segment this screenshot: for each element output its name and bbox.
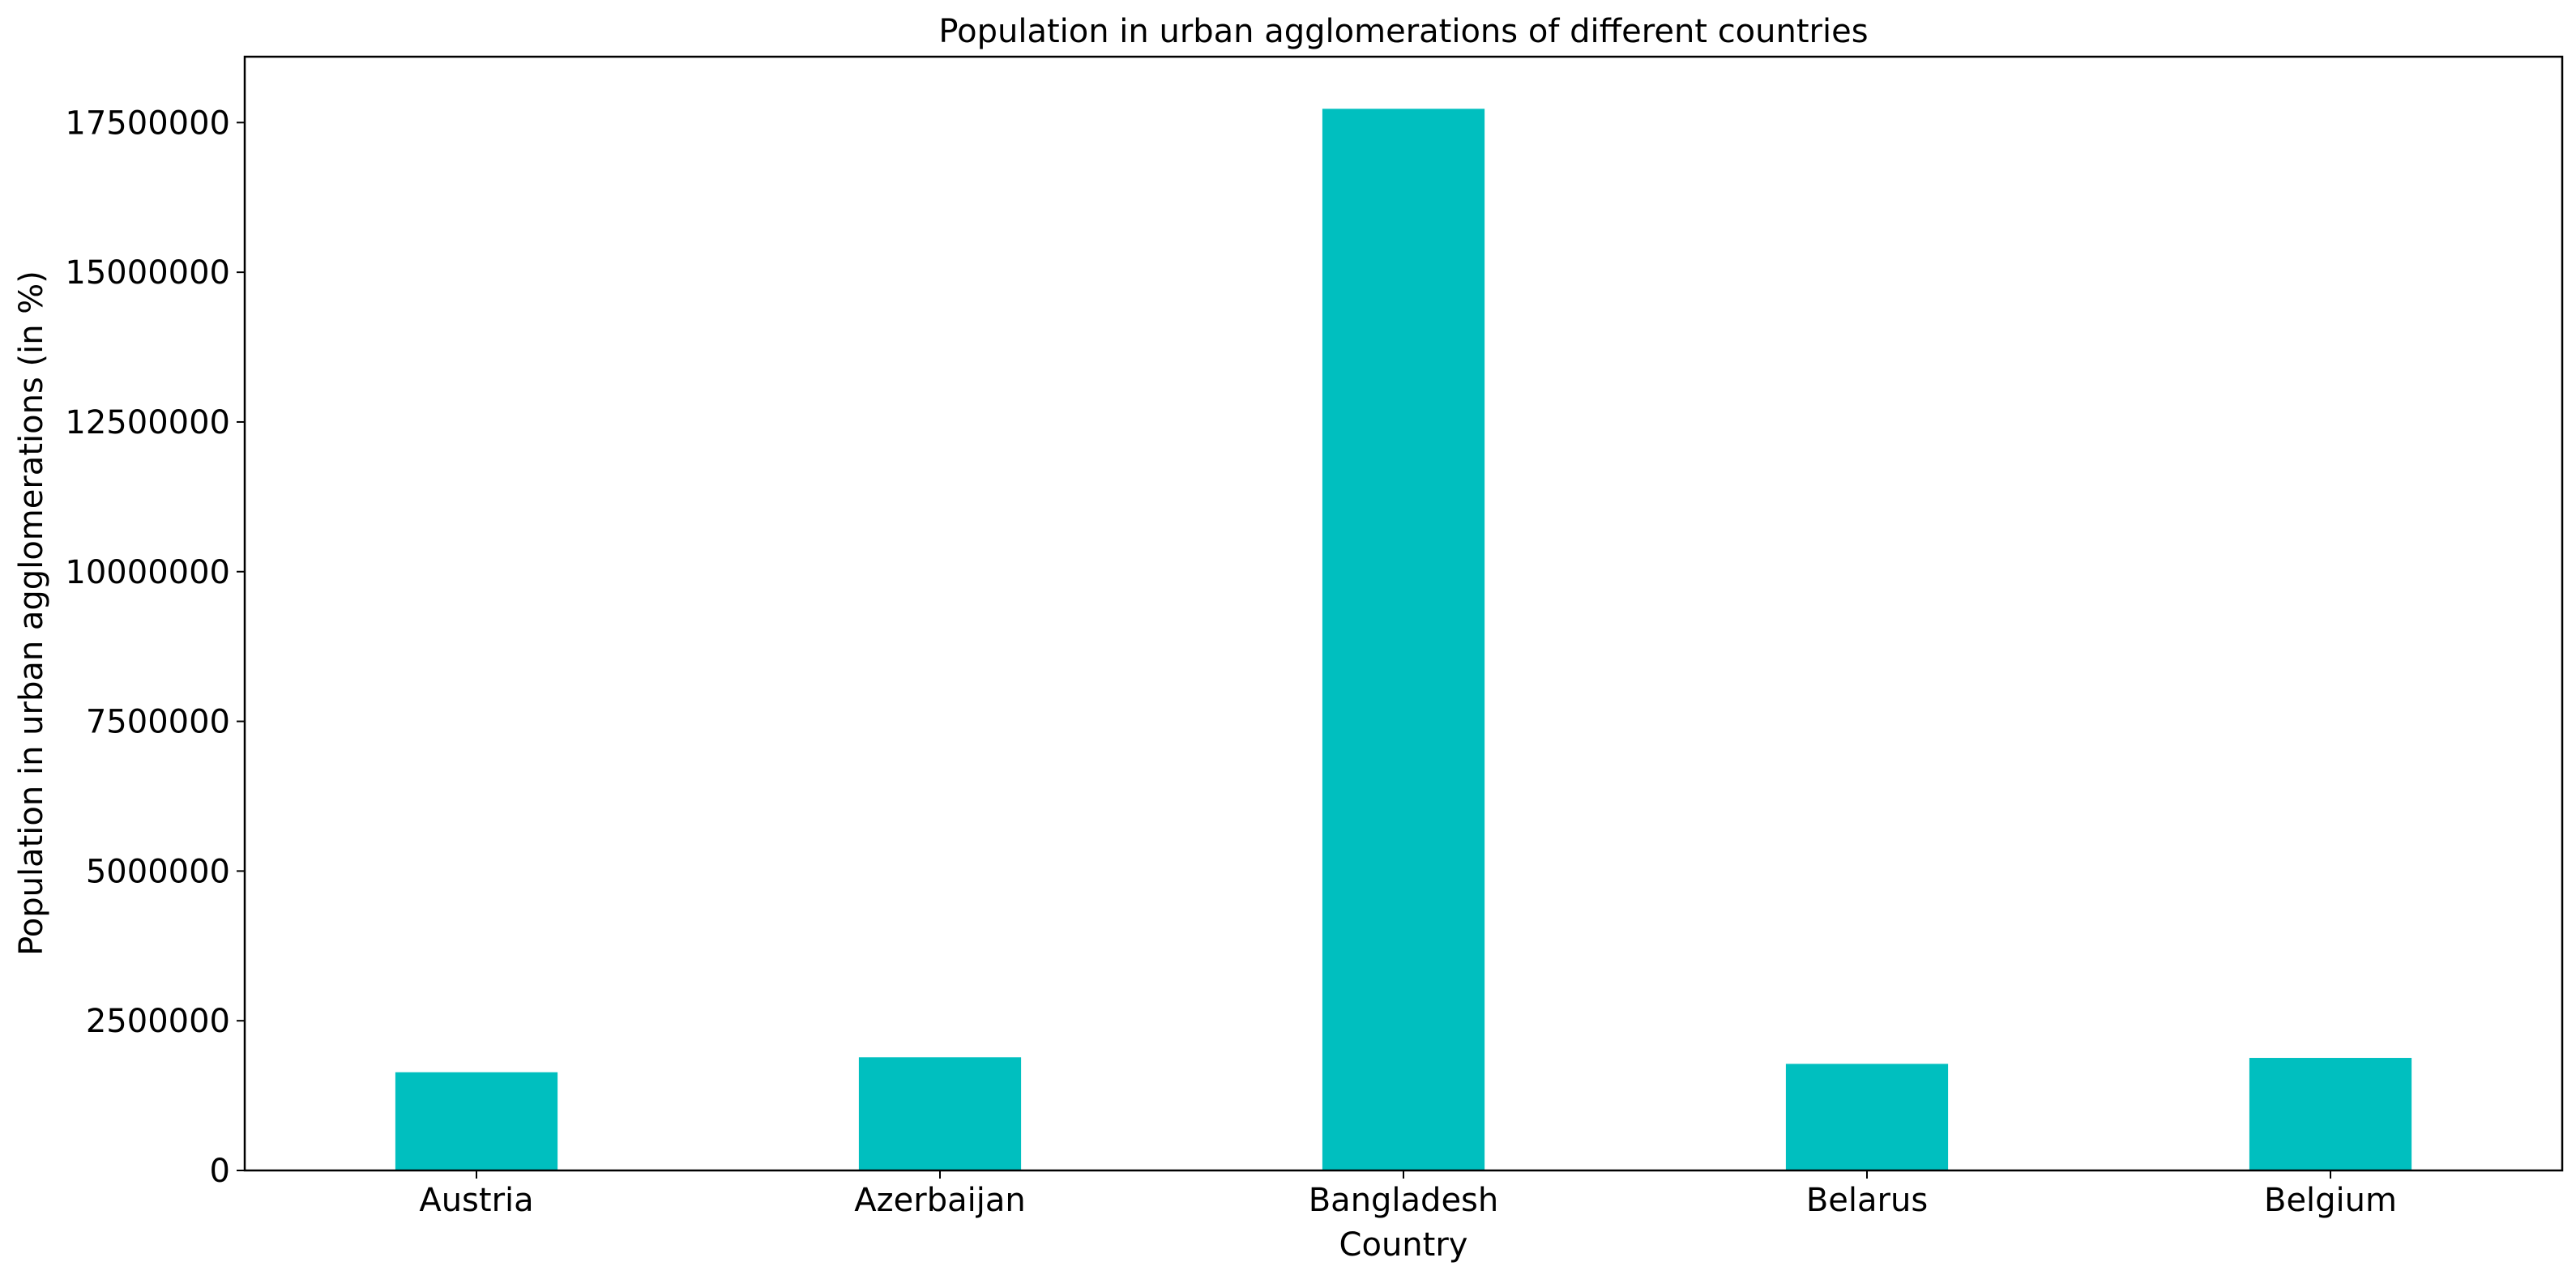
y-tick-label: 15000000	[65, 254, 230, 292]
y-tick-label: 7500000	[86, 704, 230, 741]
x-tick-label: Belgium	[2264, 1182, 2397, 1219]
y-tick-label: 12500000	[65, 404, 230, 441]
y-tick-label: 17500000	[65, 104, 230, 142]
bar-belarus	[1785, 1064, 1949, 1170]
x-tick-label: Bangladesh	[1309, 1182, 1499, 1219]
x-axis-title: Country	[1339, 1226, 1468, 1264]
bars-group	[395, 109, 2412, 1171]
bar-bangladesh	[1322, 109, 1485, 1171]
bar-austria	[395, 1072, 558, 1170]
bar-azerbaijan	[858, 1057, 1022, 1170]
y-tick-label: 2500000	[86, 1003, 230, 1040]
bar-belgium	[2249, 1058, 2412, 1170]
chart-title: Population in urban agglomerations of di…	[938, 13, 1868, 50]
x-tick-label: Azerbaijan	[854, 1182, 1025, 1219]
y-tick-label: 10000000	[65, 554, 230, 591]
x-tick-label: Belarus	[1806, 1182, 1928, 1219]
x-tick-label: Austria	[419, 1182, 533, 1219]
y-tick-label: 5000000	[86, 853, 230, 890]
y-tick-label: 0	[210, 1153, 230, 1190]
y-axis-ticks: 0 2500000 5000000 7500000 10000000 12500000 15…	[65, 104, 245, 1190]
plot-frame	[243, 55, 2564, 1172]
y-axis-title: Population in urban agglomerations (in %…	[13, 271, 50, 956]
x-axis-ticks: Austria Azerbaijan Bangladesh Belarus Belgiu…	[419, 1170, 2397, 1219]
